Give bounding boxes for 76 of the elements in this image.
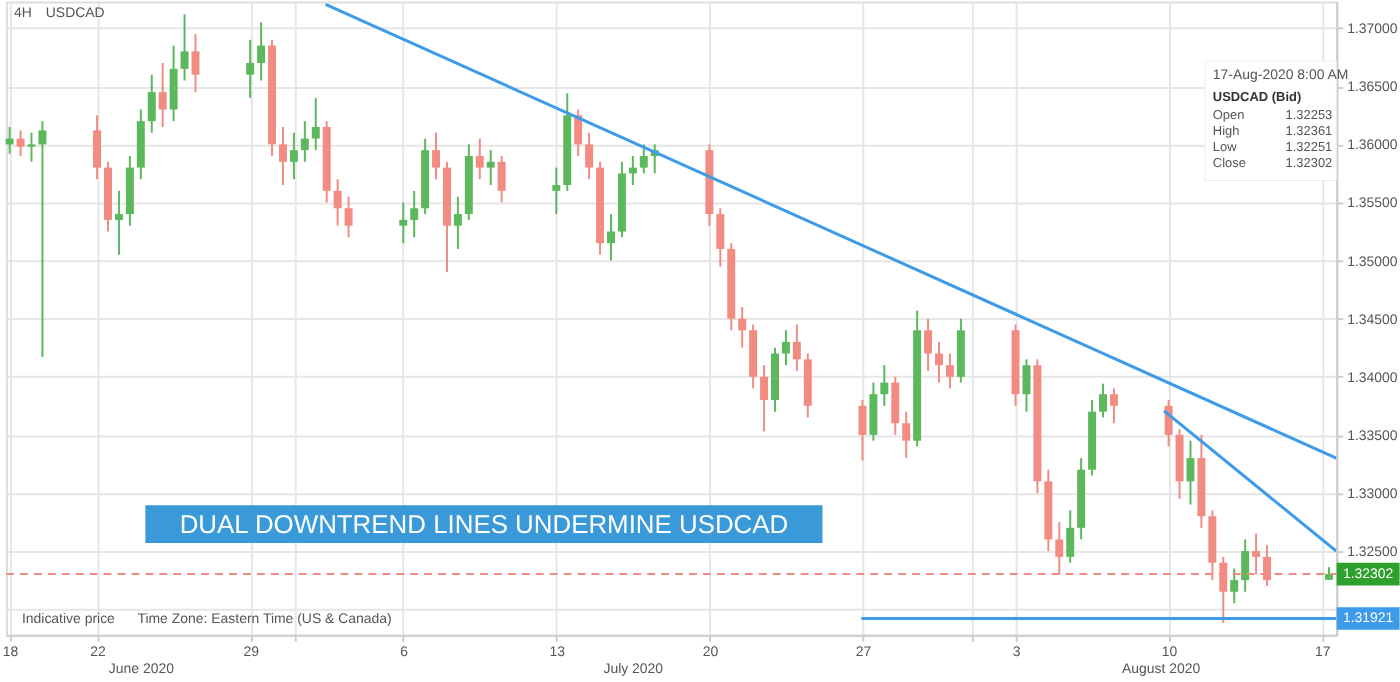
candlestick — [246, 38, 255, 99]
candlestick — [738, 306, 747, 349]
candlestick — [880, 364, 889, 407]
candlestick — [1044, 468, 1053, 553]
candlestick — [945, 352, 954, 390]
annotation: DUAL DOWNTREND LINES UNDERMINE USDCAD — [179, 509, 789, 540]
candlestick — [289, 131, 298, 181]
candlestick — [1066, 509, 1075, 564]
candlestick — [191, 32, 200, 94]
candlestick — [268, 38, 277, 157]
candlestick — [935, 340, 943, 384]
candlestick — [902, 410, 911, 460]
candlestick — [574, 108, 583, 157]
candlestick — [486, 149, 495, 187]
candlestick — [442, 160, 451, 274]
candlestick — [300, 120, 309, 163]
candlestick — [563, 92, 572, 192]
candlestick — [421, 137, 430, 216]
candlestick — [136, 108, 145, 181]
candlestick — [913, 309, 922, 448]
candlestick — [125, 154, 134, 227]
candlestick — [27, 131, 36, 163]
candlestick — [497, 154, 506, 204]
candlestick — [803, 352, 812, 419]
candlestick — [585, 131, 594, 181]
candlestick — [1175, 428, 1184, 500]
candlestick — [716, 207, 725, 268]
candlestick — [169, 44, 178, 123]
candlestick — [1230, 567, 1239, 605]
candlestick — [333, 178, 342, 227]
candlestick — [278, 125, 287, 187]
candlestick — [1011, 323, 1020, 407]
candlestick — [760, 364, 769, 433]
candlestick — [1241, 538, 1250, 593]
candlestick — [552, 166, 561, 216]
candlestick — [1033, 358, 1042, 494]
candlestick — [114, 189, 123, 256]
candlestick — [147, 73, 156, 134]
candlestick — [311, 96, 320, 152]
candlestick — [781, 329, 790, 367]
candlestick — [956, 317, 965, 384]
candlestick — [344, 195, 353, 239]
candlestick — [1186, 439, 1195, 506]
candlestick — [749, 323, 758, 390]
candlestick — [104, 160, 113, 233]
candlestick — [410, 189, 419, 239]
candlestick — [93, 114, 102, 181]
candlestick — [453, 195, 462, 250]
candlestick — [1077, 457, 1086, 541]
candlestick — [1088, 399, 1097, 477]
candlestick — [399, 201, 408, 245]
candlestick — [924, 317, 933, 372]
candlestick — [1022, 358, 1031, 413]
candlestick — [596, 160, 605, 256]
candlestick — [639, 143, 648, 175]
candlestick — [1197, 433, 1206, 529]
candlestick — [432, 131, 441, 181]
candlestick — [792, 323, 801, 372]
candlestick — [891, 375, 900, 436]
candlestick — [464, 143, 473, 221]
candlestick — [16, 129, 25, 157]
candlestick — [705, 143, 714, 227]
candlestick — [257, 21, 266, 82]
candlestick — [869, 381, 878, 442]
candlestick — [180, 13, 189, 82]
candlestick — [158, 62, 167, 128]
candlestick — [771, 346, 779, 413]
candlestick — [1109, 387, 1118, 425]
candlestick — [475, 137, 484, 181]
candlestick — [617, 160, 626, 239]
candlestick — [322, 120, 331, 204]
candlestick — [607, 213, 615, 262]
candlestick — [1099, 382, 1108, 419]
candlestick — [858, 399, 867, 462]
candlestick — [727, 242, 736, 332]
candlestick — [38, 120, 47, 359]
